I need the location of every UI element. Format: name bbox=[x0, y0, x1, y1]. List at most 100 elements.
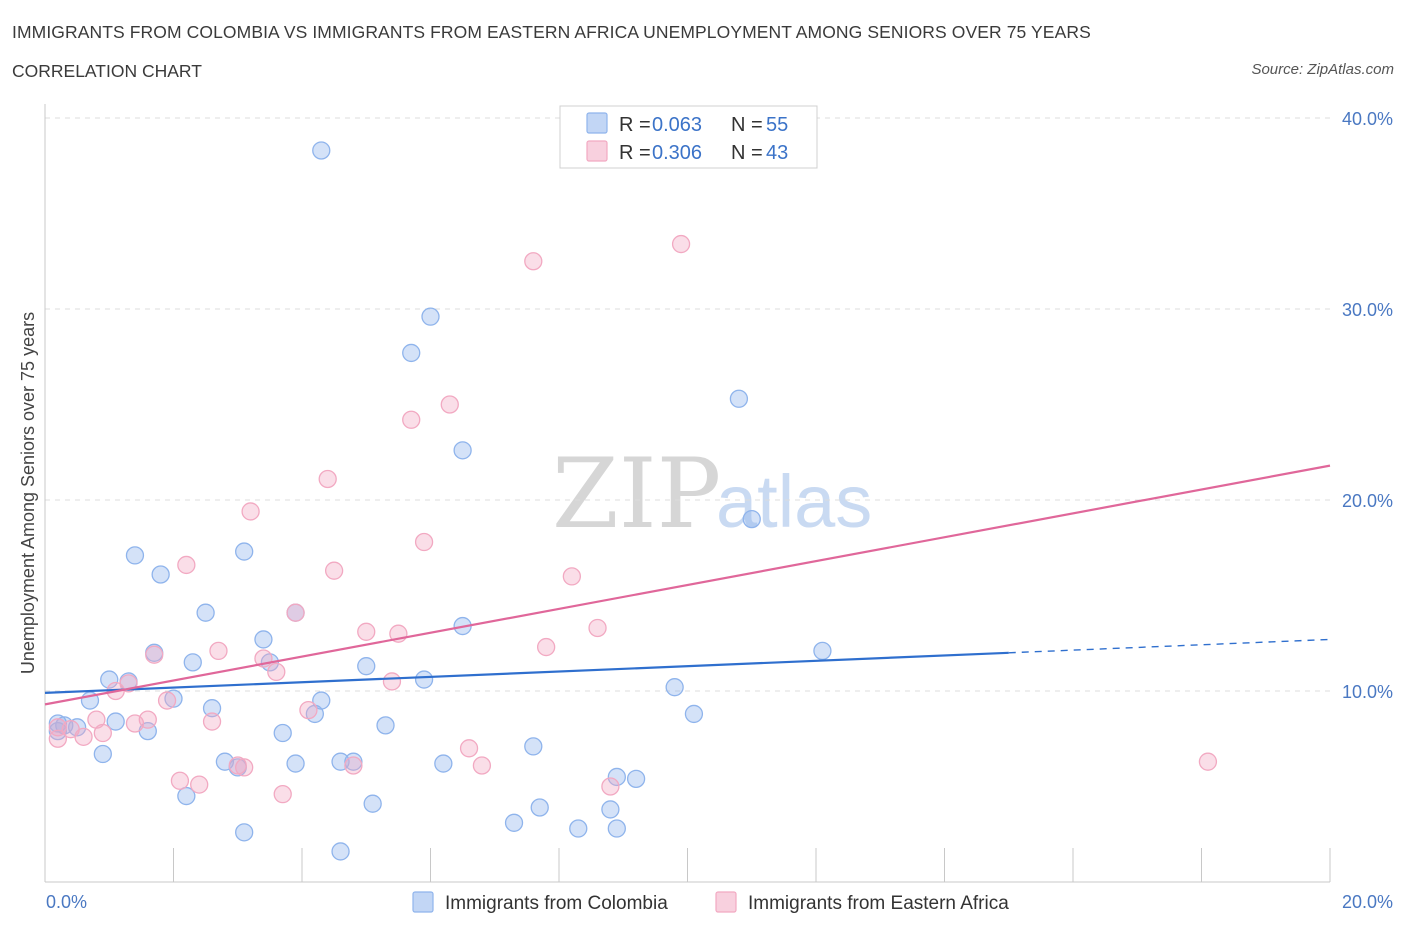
y-axis-label: Unemployment Among Seniors over 75 years bbox=[18, 312, 38, 674]
series-legend-swatch-eastern-africa bbox=[715, 891, 737, 913]
point-eastern-africa bbox=[524, 252, 543, 271]
point-colombia bbox=[235, 823, 254, 842]
point-eastern-africa bbox=[273, 784, 292, 804]
point-colombia bbox=[357, 657, 376, 676]
point-eastern-africa bbox=[562, 567, 581, 586]
chart-subtitle: CORRELATION CHART bbox=[12, 61, 202, 81]
point-colombia bbox=[183, 653, 202, 672]
point-eastern-africa bbox=[671, 234, 691, 254]
point-colombia bbox=[202, 699, 222, 718]
trend-line-extension-colombia bbox=[1008, 638, 1331, 654]
y-tick-label: 40.0% bbox=[1342, 109, 1393, 129]
point-colombia bbox=[363, 794, 382, 813]
chart-title: IMMIGRANTS FROM COLOMBIA VS IMMIGRANTS F… bbox=[12, 22, 1091, 42]
legend-n-value-colombia: 55 bbox=[766, 114, 788, 136]
legend-r-label-colombia: R = bbox=[619, 114, 651, 136]
point-eastern-africa bbox=[318, 469, 337, 489]
point-eastern-africa bbox=[601, 777, 620, 796]
legend-r-label-eastern-africa: R = bbox=[619, 142, 651, 164]
point-eastern-africa bbox=[324, 561, 344, 580]
point-colombia bbox=[125, 546, 145, 565]
point-colombia bbox=[684, 704, 704, 724]
point-colombia bbox=[312, 141, 331, 160]
stats-legend: R = 0.063 N = 55 R = 0.306 N = 43 bbox=[559, 105, 818, 169]
point-colombia bbox=[414, 670, 434, 689]
point-eastern-africa bbox=[125, 714, 145, 733]
point-eastern-africa bbox=[459, 739, 479, 758]
point-eastern-africa bbox=[74, 727, 93, 746]
point-eastern-africa bbox=[267, 662, 286, 682]
legend-n-label-eastern-africa: N = bbox=[731, 142, 763, 164]
point-colombia bbox=[665, 678, 684, 697]
series-legend: Immigrants from Colombia Immigrants from… bbox=[412, 891, 1009, 914]
legend-swatch-colombia bbox=[586, 112, 608, 134]
legend-n-value-eastern-africa: 43 bbox=[766, 142, 788, 164]
point-colombia bbox=[376, 716, 395, 735]
point-eastern-africa bbox=[48, 729, 67, 748]
point-eastern-africa bbox=[299, 700, 318, 720]
x-tick-label-min: 0.0% bbox=[46, 892, 87, 912]
point-eastern-africa bbox=[157, 691, 177, 710]
point-colombia bbox=[235, 542, 254, 561]
point-eastern-africa bbox=[170, 771, 190, 790]
point-colombia bbox=[601, 800, 620, 819]
legend-n-label-colombia: N = bbox=[731, 114, 763, 136]
point-colombia bbox=[524, 737, 543, 756]
tick-labels: 10.0% 20.0% 30.0% 40.0% 0.0% 20.0% bbox=[46, 109, 1393, 912]
point-eastern-africa bbox=[202, 712, 222, 731]
point-eastern-africa bbox=[588, 618, 607, 638]
point-colombia bbox=[177, 786, 196, 806]
point-eastern-africa bbox=[472, 756, 492, 775]
point-colombia bbox=[607, 767, 626, 787]
watermark-zip: ZIP bbox=[552, 438, 721, 550]
point-colombia bbox=[93, 744, 112, 764]
point-eastern-africa bbox=[1198, 752, 1218, 771]
point-colombia bbox=[453, 441, 472, 460]
gridlines bbox=[45, 117, 1330, 692]
series-legend-label-colombia: Immigrants from Colombia bbox=[445, 893, 668, 914]
point-eastern-africa bbox=[177, 555, 196, 575]
point-colombia bbox=[530, 798, 549, 817]
point-eastern-africa bbox=[344, 756, 363, 775]
point-colombia bbox=[164, 689, 183, 708]
point-colombia bbox=[331, 842, 350, 861]
data-points bbox=[48, 141, 1218, 861]
point-colombia bbox=[254, 630, 273, 649]
point-eastern-africa bbox=[241, 502, 260, 521]
point-eastern-africa bbox=[228, 756, 247, 775]
trend-line-eastern-africa bbox=[44, 464, 1331, 706]
y-tick-label: 30.0% bbox=[1342, 300, 1393, 320]
point-colombia bbox=[504, 813, 524, 832]
trend-lines bbox=[44, 464, 1331, 706]
point-eastern-africa bbox=[209, 641, 228, 661]
point-eastern-africa bbox=[357, 622, 376, 641]
x-tick-label-max: 20.0% bbox=[1342, 892, 1393, 912]
point-colombia bbox=[626, 769, 646, 789]
point-eastern-africa bbox=[235, 758, 254, 777]
point-colombia bbox=[100, 670, 119, 689]
point-colombia bbox=[607, 819, 626, 838]
trend-line-colombia bbox=[44, 651, 1009, 695]
point-colombia bbox=[196, 603, 215, 622]
watermark-atlas: atlas bbox=[716, 460, 872, 543]
point-colombia bbox=[729, 389, 749, 408]
axes bbox=[44, 104, 1331, 883]
point-colombia bbox=[813, 641, 832, 661]
point-eastern-africa bbox=[414, 532, 434, 552]
point-colombia bbox=[273, 723, 292, 743]
point-eastern-africa bbox=[286, 603, 305, 622]
point-colombia bbox=[151, 565, 170, 584]
point-eastern-africa bbox=[382, 672, 402, 691]
point-eastern-africa bbox=[440, 395, 459, 414]
point-eastern-africa bbox=[537, 637, 556, 657]
legend-swatch-eastern-africa bbox=[586, 140, 608, 162]
point-eastern-africa bbox=[93, 723, 112, 743]
y-tick-label: 10.0% bbox=[1342, 682, 1393, 702]
point-eastern-africa bbox=[145, 645, 164, 664]
y-tick-label: 20.0% bbox=[1342, 491, 1393, 511]
point-eastern-africa bbox=[190, 775, 209, 794]
point-colombia bbox=[286, 754, 305, 773]
legend-r-value-colombia: 0.063 bbox=[652, 114, 702, 136]
series-legend-label-eastern-africa: Immigrants from Eastern Africa bbox=[748, 893, 1009, 914]
